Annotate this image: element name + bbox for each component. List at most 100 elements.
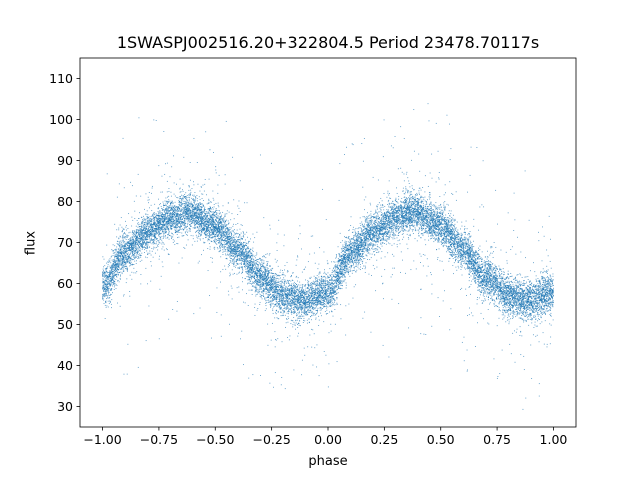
data-point xyxy=(178,213,179,215)
data-point xyxy=(349,239,351,240)
data-point xyxy=(127,258,128,260)
data-point xyxy=(235,264,237,266)
data-point xyxy=(341,263,343,265)
data-point xyxy=(141,222,143,224)
data-point xyxy=(450,308,452,310)
data-point xyxy=(337,278,339,280)
data-point xyxy=(299,233,301,235)
data-point xyxy=(160,228,162,230)
data-point xyxy=(264,298,266,300)
data-point xyxy=(179,219,181,221)
data-point xyxy=(226,237,228,239)
data-point xyxy=(155,222,157,224)
data-point xyxy=(197,222,198,224)
data-point xyxy=(446,227,447,229)
data-point xyxy=(199,223,201,225)
data-point xyxy=(178,203,180,205)
data-point xyxy=(370,247,372,249)
data-point xyxy=(422,216,424,218)
data-point xyxy=(480,276,481,277)
data-point xyxy=(457,256,459,257)
data-point xyxy=(121,245,123,247)
data-point xyxy=(230,252,232,254)
data-point xyxy=(160,275,162,277)
data-point xyxy=(280,292,282,294)
data-point xyxy=(118,229,120,231)
data-point xyxy=(117,266,119,267)
data-point xyxy=(274,298,276,300)
data-point xyxy=(146,241,148,243)
data-point xyxy=(390,209,392,211)
data-point xyxy=(131,271,133,273)
data-point xyxy=(473,264,475,265)
data-point xyxy=(206,227,208,228)
data-point xyxy=(145,244,146,246)
data-point xyxy=(367,231,368,233)
data-point xyxy=(132,247,134,249)
data-point xyxy=(547,285,549,287)
data-point xyxy=(436,216,437,218)
data-point xyxy=(149,233,151,235)
data-point xyxy=(218,228,220,230)
data-point xyxy=(255,293,257,295)
data-point xyxy=(257,258,259,260)
data-point xyxy=(476,274,478,276)
data-point xyxy=(311,302,313,304)
data-point xyxy=(525,320,527,322)
data-point xyxy=(138,240,140,242)
data-point xyxy=(237,214,239,215)
data-point xyxy=(179,229,181,230)
data-point xyxy=(233,199,235,201)
data-point xyxy=(461,341,463,343)
data-point xyxy=(412,225,414,227)
data-point xyxy=(116,265,118,267)
data-point xyxy=(395,212,397,214)
data-point xyxy=(338,278,340,280)
data-point xyxy=(166,225,168,227)
data-point xyxy=(407,203,409,205)
data-point xyxy=(269,382,271,384)
data-point xyxy=(231,234,233,236)
data-point xyxy=(528,302,530,303)
data-point xyxy=(441,241,442,243)
data-point xyxy=(188,217,190,219)
data-point xyxy=(273,286,275,288)
data-point xyxy=(234,252,236,254)
data-point xyxy=(185,244,187,246)
data-point xyxy=(428,224,430,226)
data-point xyxy=(381,230,383,232)
data-point xyxy=(377,218,379,220)
data-point xyxy=(401,212,403,214)
data-point xyxy=(364,265,366,267)
data-point xyxy=(293,290,295,292)
data-point xyxy=(108,287,110,289)
data-point xyxy=(153,246,155,248)
data-point xyxy=(382,224,384,226)
data-point xyxy=(142,246,144,248)
data-point xyxy=(247,305,249,306)
data-point xyxy=(262,271,263,273)
data-point xyxy=(351,266,352,268)
data-point xyxy=(448,224,450,226)
data-point xyxy=(541,260,543,262)
data-point xyxy=(369,237,371,239)
data-point xyxy=(545,310,547,312)
data-point xyxy=(188,194,190,196)
data-point xyxy=(231,250,233,252)
data-point xyxy=(543,297,545,299)
data-point xyxy=(357,237,359,239)
data-point xyxy=(341,288,343,290)
data-point xyxy=(176,300,178,302)
data-point xyxy=(231,246,233,248)
data-point xyxy=(388,224,390,226)
data-point xyxy=(136,238,138,240)
data-point xyxy=(519,310,521,312)
data-point xyxy=(136,220,138,221)
data-point xyxy=(246,252,248,254)
data-point xyxy=(371,227,372,228)
data-point xyxy=(494,290,496,292)
data-point xyxy=(530,295,532,297)
data-point xyxy=(524,297,526,299)
data-point xyxy=(209,239,210,241)
data-point xyxy=(258,276,260,278)
